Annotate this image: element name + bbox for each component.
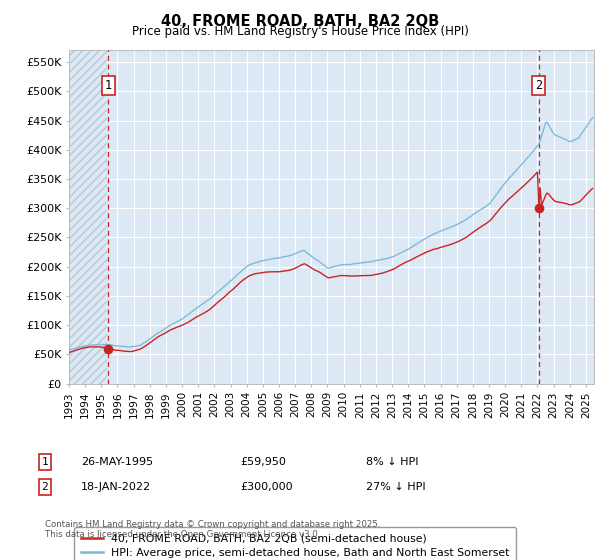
Text: 2: 2: [535, 79, 542, 92]
Text: Price paid vs. HM Land Registry's House Price Index (HPI): Price paid vs. HM Land Registry's House …: [131, 25, 469, 38]
Legend: 40, FROME ROAD, BATH, BA2 2QB (semi-detached house), HPI: Average price, semi-de: 40, FROME ROAD, BATH, BA2 2QB (semi-deta…: [74, 528, 516, 560]
Text: 1: 1: [41, 457, 49, 467]
Text: 40, FROME ROAD, BATH, BA2 2QB: 40, FROME ROAD, BATH, BA2 2QB: [161, 14, 439, 29]
Text: £59,950: £59,950: [240, 457, 286, 467]
Text: 18-JAN-2022: 18-JAN-2022: [81, 482, 151, 492]
Text: Contains HM Land Registry data © Crown copyright and database right 2025.
This d: Contains HM Land Registry data © Crown c…: [45, 520, 380, 539]
Bar: [69, 50, 107, 384]
Text: 2: 2: [41, 482, 49, 492]
Text: 26-MAY-1995: 26-MAY-1995: [81, 457, 153, 467]
Text: 27% ↓ HPI: 27% ↓ HPI: [366, 482, 425, 492]
Text: £300,000: £300,000: [240, 482, 293, 492]
Text: 1: 1: [104, 79, 112, 92]
Text: 8% ↓ HPI: 8% ↓ HPI: [366, 457, 419, 467]
